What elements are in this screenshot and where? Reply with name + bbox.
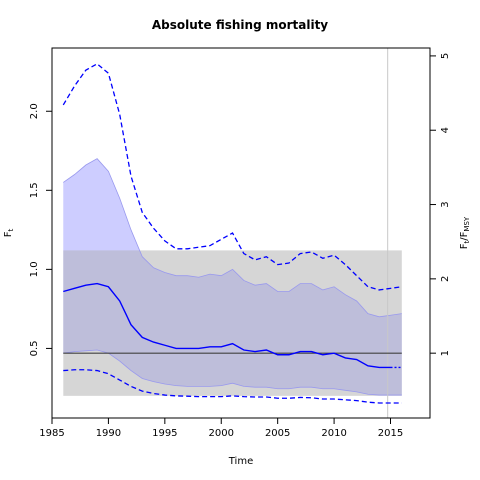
y2-tick-label: 4	[440, 127, 451, 133]
y2-axis-label-den: F	[459, 231, 470, 237]
lower-ci-line	[63, 369, 402, 404]
y2-tick-label: 5	[440, 53, 451, 59]
axis-layer: 1985 1990 1995 2000 2005 2010 2015 0.5 1.0 1.5 2.0…	[29, 47, 451, 439]
upper-ci-line	[62, 63, 402, 291]
plot-frame	[51, 47, 431, 419]
plot-content	[62, 48, 402, 418]
inner-upper-line	[63, 158, 402, 318]
x-tick-label: 1990	[96, 428, 121, 439]
y-tick-label: 0.5	[29, 340, 40, 356]
chart-title: Absolute fishing mortality	[152, 18, 328, 32]
x-tick-label: 2010	[321, 428, 346, 439]
fmsy-band	[63, 250, 402, 396]
x-tick-label: 2015	[378, 428, 403, 439]
y-axis-label-sub: t	[7, 228, 15, 231]
y2-axis-label-num-sub: t	[463, 240, 471, 243]
x-tick-label: 2000	[209, 428, 234, 439]
x-axis-label: Time	[228, 456, 253, 467]
plot-layer	[62, 48, 402, 418]
x-tick-label: 1995	[152, 428, 177, 439]
y2-axis-label-num: F	[459, 243, 470, 249]
y2-tick-label: 3	[440, 201, 451, 207]
y-axis-label: Ft	[3, 228, 15, 237]
y2-axis-label-den-sub: MSY	[463, 216, 471, 231]
y2-axis-label: Ft/FMSY	[459, 216, 471, 249]
y2-axis-label-slash: /	[459, 237, 470, 241]
ci-overlap-tint	[63, 158, 402, 396]
x-tick-label: 1985	[39, 428, 64, 439]
y2-tick-label: 1	[440, 350, 451, 356]
y-tick-label: 1.5	[29, 182, 40, 198]
x-tick-label: 2005	[265, 428, 290, 439]
y-tick-label: 1.0	[29, 261, 40, 277]
y2-tick-label: 2	[440, 276, 451, 282]
y-tick-label: 2.0	[29, 103, 40, 119]
estimate-line	[63, 282, 391, 369]
inner-lower-line	[63, 349, 402, 396]
y-axis-label-main: F	[3, 231, 14, 237]
